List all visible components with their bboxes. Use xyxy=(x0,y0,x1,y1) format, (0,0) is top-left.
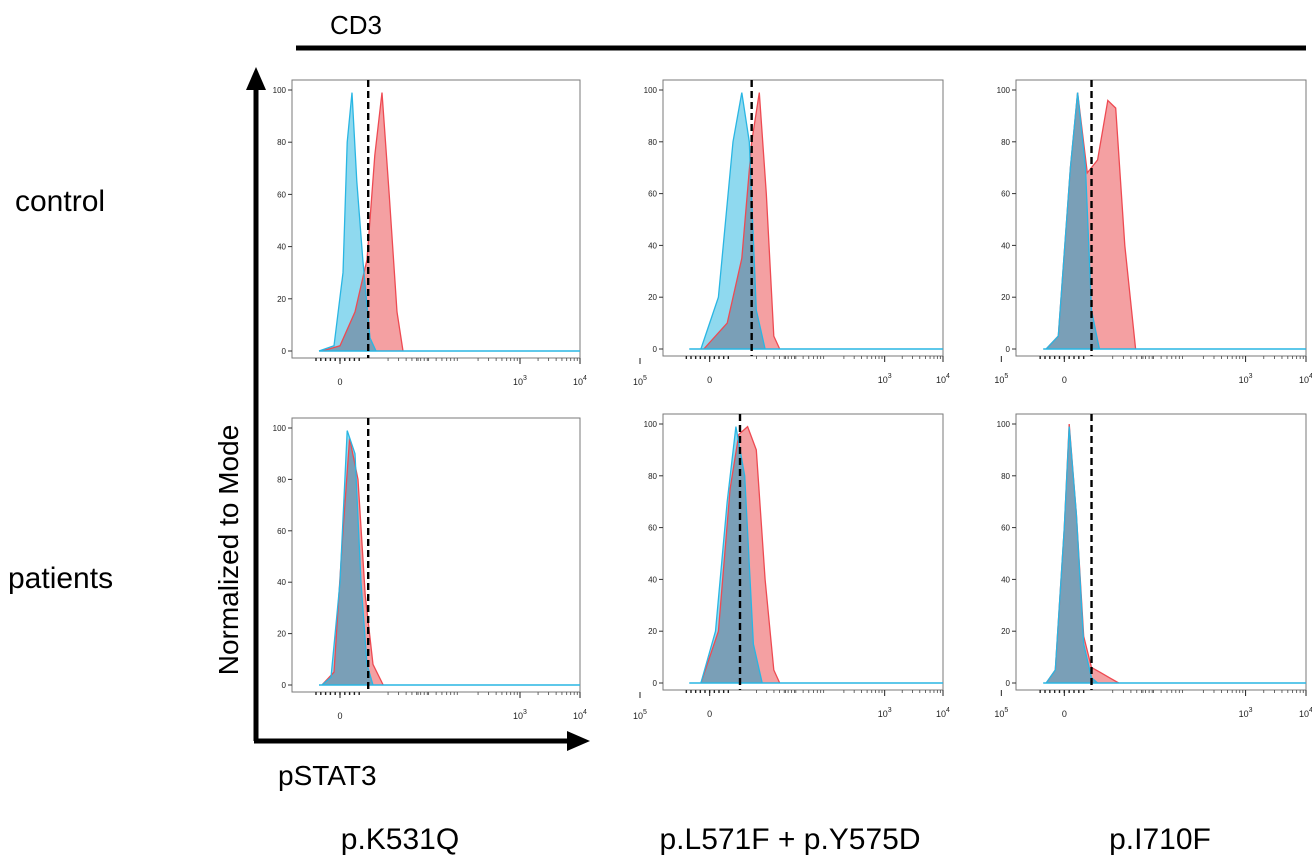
y-tick-label: 80 xyxy=(648,138,657,147)
x-tick-label: 103 xyxy=(878,373,892,385)
histogram-panel: 0 20 40 60 80 100 0 103 104 105 xyxy=(997,79,1312,385)
y-tick-label: 60 xyxy=(648,524,657,533)
plot-area xyxy=(689,425,943,684)
histogram-blue-line xyxy=(700,426,763,684)
row-label-patients: patients xyxy=(8,562,114,595)
y-tick-label: 60 xyxy=(277,190,286,199)
y-tick-label: 100 xyxy=(644,86,658,95)
y-axis-label: Normalized to Mode xyxy=(213,424,244,676)
plot-frame xyxy=(291,79,581,359)
y-tick-label: 20 xyxy=(1001,293,1010,302)
plot-area xyxy=(319,430,580,686)
x-tick-label: 0 xyxy=(707,375,712,385)
histogram-overlap-fill xyxy=(700,426,763,683)
y-tick-label: 40 xyxy=(1001,241,1010,250)
x-tick-label: 104 xyxy=(936,373,950,385)
x-tick-label: 105 xyxy=(633,375,647,387)
y-tick-label: 60 xyxy=(1001,190,1010,199)
y-tick-label: 80 xyxy=(1001,472,1010,481)
column-label-k531q: p.K531Q xyxy=(340,823,460,856)
x-tick-label: 103 xyxy=(513,709,527,721)
y-tick-label: 40 xyxy=(648,575,657,584)
column-label-l571f-y575d: p.L571F + p.Y575D xyxy=(659,823,921,856)
y-tick-label: 0 xyxy=(1006,345,1011,354)
y-tick-label: 40 xyxy=(648,241,657,250)
y-tick-label: 100 xyxy=(273,86,287,95)
plot-frame xyxy=(662,79,944,357)
y-tick-label: 100 xyxy=(997,420,1011,429)
y-tick-label: 0 xyxy=(653,345,658,354)
histogram-blue-line xyxy=(1045,426,1099,684)
histogram-panel: 0 20 40 60 80 100 0 103 104 105 xyxy=(273,79,647,387)
plot-area xyxy=(689,92,943,350)
x-axis-label: pSTAT3 xyxy=(278,760,377,791)
y-tick-label: 40 xyxy=(1001,575,1010,584)
y-tick-label: 80 xyxy=(648,472,657,481)
x-tick-label: 105 xyxy=(994,373,1008,385)
y-tick-label: 40 xyxy=(277,243,286,252)
histogram-panel: 0 20 40 60 80 100 0 103 104 105 xyxy=(644,79,1008,385)
x-tick-label: 103 xyxy=(513,375,527,387)
y-tick-label: 20 xyxy=(648,627,657,636)
x-tick-label: 0 xyxy=(337,377,342,387)
x-tick-label: 0 xyxy=(1062,709,1067,719)
plot-frame xyxy=(662,413,944,691)
x-tick-label: 105 xyxy=(633,709,647,721)
histogram-blue-line xyxy=(700,92,766,350)
plot-area xyxy=(1043,423,1306,684)
x-tick-label: 104 xyxy=(936,707,950,719)
histogram-red-line xyxy=(700,425,781,684)
histogram-red-line xyxy=(703,92,781,350)
y-tick-label: 0 xyxy=(653,679,658,688)
x-tick-label: 103 xyxy=(878,707,892,719)
histogram-red-fill xyxy=(322,92,403,351)
x-tick-label: 0 xyxy=(1062,375,1067,385)
group-label: CD3 xyxy=(330,10,383,40)
histogram-panel: 0 20 40 60 80 100 0 103 104 105 xyxy=(997,413,1312,719)
y-tick-label: 20 xyxy=(1001,627,1010,636)
histogram-red-fill xyxy=(703,92,780,349)
x-axis-arrow-head xyxy=(567,731,590,751)
plot-area xyxy=(1043,92,1306,350)
x-tick-label: 104 xyxy=(573,709,587,721)
x-tick-label: 103 xyxy=(1239,373,1253,385)
y-tick-label: 60 xyxy=(277,527,286,536)
y-tick-label: 60 xyxy=(648,190,657,199)
y-tick-label: 100 xyxy=(997,86,1011,95)
row-label-control: control xyxy=(15,185,106,218)
y-tick-label: 40 xyxy=(277,578,286,587)
y-axis-arrow-head xyxy=(246,67,266,90)
plot-area xyxy=(318,92,580,352)
histogram-red-line xyxy=(321,92,404,352)
y-tick-label: 80 xyxy=(277,475,286,484)
y-tick-label: 80 xyxy=(1001,138,1010,147)
y-tick-label: 20 xyxy=(277,295,286,304)
x-tick-label: 103 xyxy=(1239,707,1253,719)
histogram-red-line xyxy=(321,438,384,686)
y-tick-label: 0 xyxy=(282,347,287,356)
x-tick-label: 105 xyxy=(994,707,1008,719)
y-tick-label: 80 xyxy=(277,138,286,147)
y-tick-label: 60 xyxy=(1001,524,1010,533)
x-tick-label: 0 xyxy=(337,711,342,721)
x-tick-label: 104 xyxy=(573,375,587,387)
column-label-i710f: p.I710F xyxy=(1109,823,1211,856)
x-tick-label: 104 xyxy=(1299,373,1312,385)
histogram-blue-line xyxy=(321,430,374,686)
histogram-panel: 0 20 40 60 80 100 0 103 104 105 xyxy=(273,417,647,721)
y-tick-label: 0 xyxy=(282,681,287,690)
y-tick-label: 100 xyxy=(644,420,658,429)
histogram-blue-line xyxy=(1045,92,1101,350)
x-tick-label: 104 xyxy=(1299,707,1312,719)
y-tick-label: 20 xyxy=(277,630,286,639)
y-tick-label: 0 xyxy=(1006,679,1011,688)
histogram-panel: 0 20 40 60 80 100 0 103 104 105 xyxy=(644,413,1008,719)
y-tick-label: 100 xyxy=(273,424,287,433)
histogram-overlap-fill xyxy=(322,438,373,685)
x-tick-label: 0 xyxy=(707,709,712,719)
y-tick-label: 20 xyxy=(648,293,657,302)
histogram-overlap-fill xyxy=(1046,92,1100,349)
